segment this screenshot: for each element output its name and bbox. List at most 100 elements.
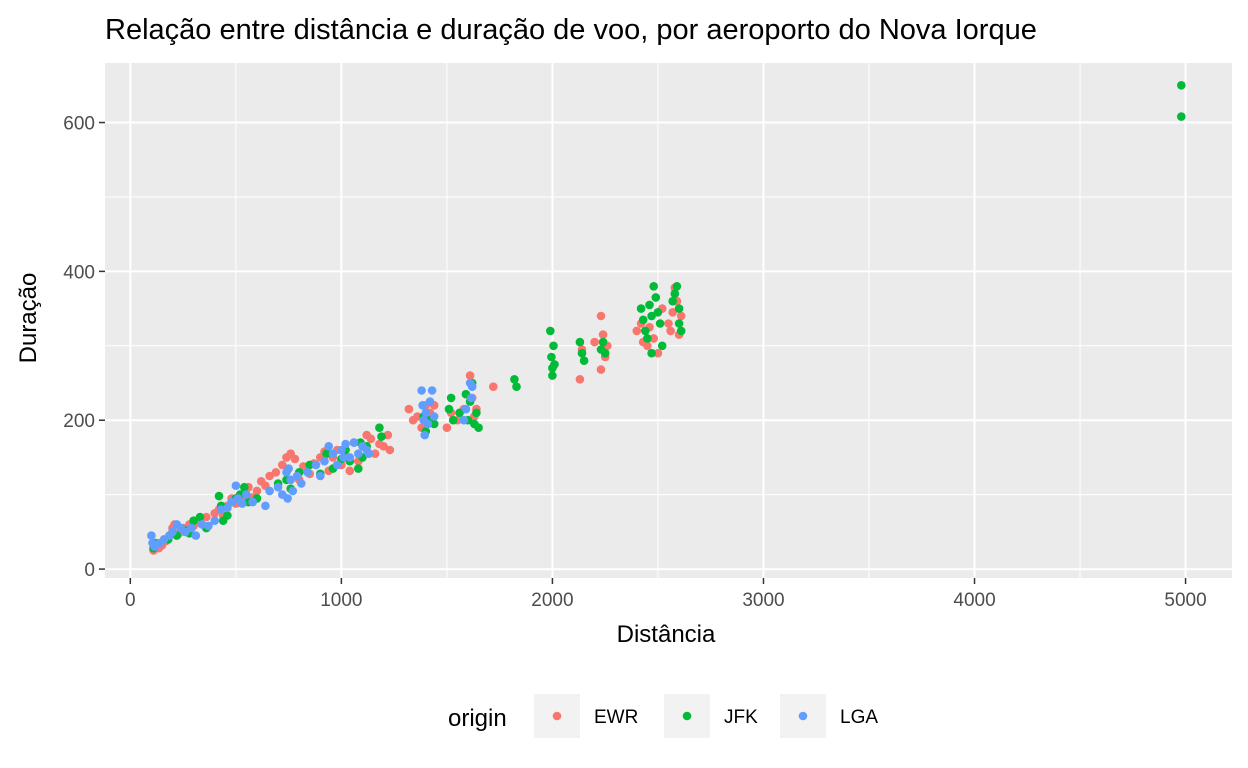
- point-lga: [237, 499, 247, 508]
- point-lga: [261, 501, 270, 511]
- point-jfk: [446, 393, 456, 403]
- point-lga: [227, 497, 236, 507]
- legend-label-lga: LGA: [840, 707, 878, 728]
- point-ewr: [278, 460, 287, 470]
- point-lga: [180, 527, 190, 537]
- point-jfk: [647, 311, 656, 321]
- point-lga: [349, 438, 359, 447]
- point-lga: [328, 449, 338, 459]
- point-ewr: [252, 486, 262, 496]
- point-lga: [292, 471, 302, 481]
- point-lga: [311, 460, 321, 470]
- point-jfk: [674, 319, 684, 328]
- point-jfk: [550, 360, 559, 369]
- x-axis: 0 1000 2000 3000 4000 5000: [125, 578, 1207, 611]
- point-jfk: [375, 423, 384, 433]
- point-lga: [283, 494, 292, 503]
- point-lga: [168, 527, 177, 537]
- point-lga: [364, 449, 374, 459]
- y-tick-label: 600: [63, 114, 95, 135]
- x-axis-title: Distância: [617, 621, 716, 648]
- data-points: [147, 81, 1186, 555]
- point-ewr: [664, 319, 673, 328]
- point-jfk: [577, 348, 587, 358]
- point-ewr: [668, 308, 677, 317]
- point-ewr: [596, 365, 606, 374]
- point-jfk: [455, 408, 464, 418]
- point-jfk: [448, 415, 458, 425]
- point-jfk: [672, 282, 682, 291]
- point-lga: [303, 468, 312, 477]
- point-ewr: [385, 445, 395, 455]
- point-jfk: [638, 315, 648, 325]
- point-lga: [345, 453, 355, 462]
- point-jfk: [600, 348, 610, 358]
- point-lga: [210, 516, 219, 525]
- point-ewr: [379, 442, 388, 451]
- point-lga: [339, 453, 348, 462]
- point-lga: [316, 471, 325, 481]
- point-jfk: [195, 512, 205, 522]
- point-jfk: [546, 326, 555, 336]
- x-tick-label: 5000: [1164, 590, 1206, 611]
- point-lga: [187, 523, 196, 533]
- point-lga: [423, 419, 433, 429]
- point-lga: [466, 393, 476, 403]
- point-lga: [320, 456, 329, 466]
- point-ewr: [290, 454, 300, 464]
- point-jfk: [322, 449, 331, 459]
- point-lga: [420, 430, 430, 440]
- point-jfk: [1177, 81, 1186, 90]
- point-lga: [341, 439, 350, 449]
- legend-marker-jfk: [682, 711, 692, 721]
- point-lga: [459, 415, 469, 425]
- point-jfk: [598, 337, 608, 347]
- y-tick-label: 0: [84, 560, 95, 581]
- x-tick-label: 1000: [320, 590, 362, 611]
- point-ewr: [442, 423, 452, 433]
- y-tick-label: 400: [63, 262, 95, 283]
- point-jfk: [354, 464, 363, 473]
- point-lga: [421, 408, 431, 418]
- chart-title: Relação entre distância e duração de voo…: [105, 14, 1037, 46]
- y-tick-label: 200: [63, 411, 95, 432]
- point-ewr: [596, 311, 606, 321]
- point-ewr: [598, 330, 608, 339]
- legend-label-ewr: EWR: [594, 707, 638, 728]
- point-lga: [286, 475, 296, 485]
- point-jfk: [1177, 112, 1186, 121]
- point-ewr: [575, 375, 585, 384]
- point-jfk: [189, 516, 198, 525]
- point-ewr: [413, 412, 422, 421]
- point-ewr: [653, 348, 663, 358]
- point-lga: [288, 486, 298, 496]
- legend-marker-ewr: [552, 711, 562, 721]
- point-lga: [204, 521, 213, 531]
- point-jfk: [643, 334, 652, 343]
- point-jfk: [305, 460, 315, 470]
- x-tick-label: 0: [125, 590, 136, 611]
- point-jfk: [240, 482, 249, 492]
- y-axis-title: Duração: [15, 273, 42, 364]
- point-ewr: [676, 311, 686, 321]
- point-ewr: [366, 434, 376, 444]
- point-ewr: [202, 512, 211, 522]
- point-lga: [429, 412, 439, 421]
- major-gridlines: [105, 63, 1232, 578]
- y-axis: 0 200 400 600: [63, 114, 105, 581]
- point-ewr: [404, 404, 414, 414]
- point-lga: [427, 386, 437, 395]
- point-jfk: [655, 319, 665, 328]
- point-ewr: [271, 468, 281, 477]
- point-lga: [337, 445, 346, 455]
- point-jfk: [657, 341, 667, 351]
- point-lga: [425, 397, 435, 406]
- point-lga: [273, 482, 283, 492]
- legend-title: origin: [448, 705, 507, 732]
- point-jfk: [548, 371, 557, 380]
- point-ewr: [489, 382, 498, 392]
- point-ewr: [465, 371, 475, 380]
- point-jfk: [510, 375, 519, 384]
- point-ewr: [370, 449, 380, 459]
- point-ewr: [345, 466, 355, 476]
